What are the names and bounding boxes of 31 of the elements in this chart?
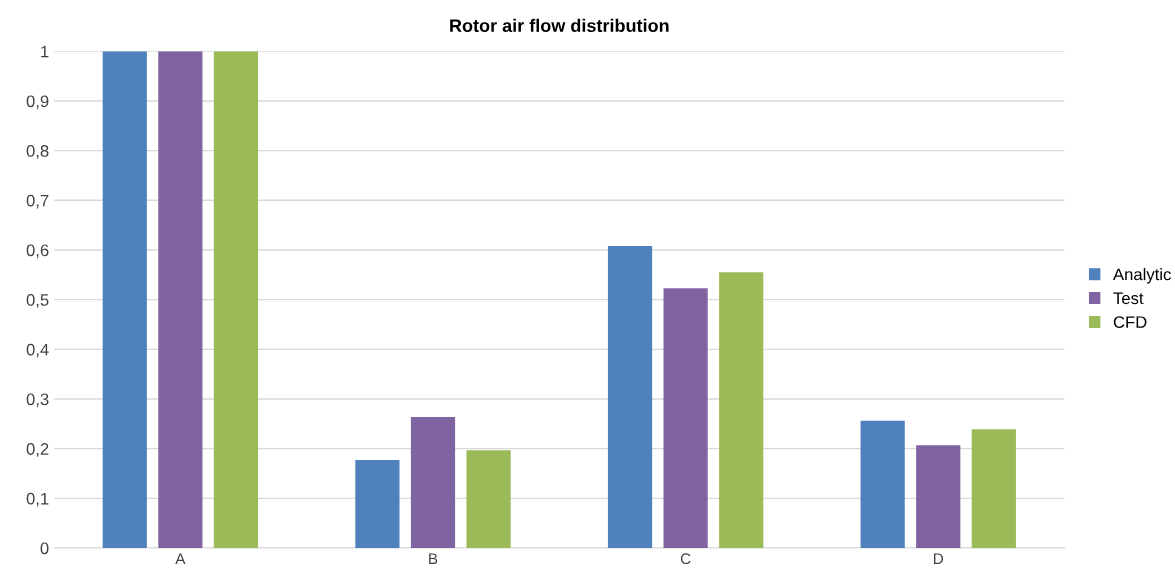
- bar: [102, 51, 147, 549]
- bar: [607, 246, 653, 549]
- chart-title: Rotor air flow distribution: [450, 18, 669, 33]
- bar: [466, 450, 511, 549]
- legend-label: Analytic: [1113, 268, 1171, 284]
- legend-label: Test: [1113, 292, 1144, 305]
- y-tick-label: 0,5: [26, 294, 49, 308]
- x-tick-label: B: [429, 553, 438, 564]
- bar: [355, 460, 400, 549]
- x-tick-label: D: [933, 553, 944, 564]
- y-tick-label: 0,4: [26, 343, 49, 358]
- y-tick-label: 0,7: [26, 194, 49, 209]
- y-tick-label: 0,3: [26, 393, 49, 408]
- y-tick-label: 0,9: [26, 95, 49, 110]
- x-tick-label: A: [175, 553, 186, 564]
- bar: [719, 272, 764, 549]
- y-tick-label: 0,2: [26, 443, 49, 457]
- y-tick-label: 1: [41, 45, 49, 58]
- bar: [860, 420, 905, 549]
- bar: [158, 51, 203, 549]
- x-tick-label: C: [680, 553, 691, 565]
- bar: [916, 445, 961, 549]
- y-tick-label: 0: [40, 542, 49, 555]
- bar: [663, 288, 708, 549]
- legend-label: CFD: [1113, 316, 1147, 329]
- bar: [971, 429, 1016, 549]
- y-tick-label: 0,8: [26, 145, 49, 159]
- y-tick-label: 0,6: [26, 244, 49, 259]
- bar: [213, 51, 259, 549]
- bar: [410, 416, 456, 549]
- y-tick-label: 0,1: [26, 492, 49, 507]
